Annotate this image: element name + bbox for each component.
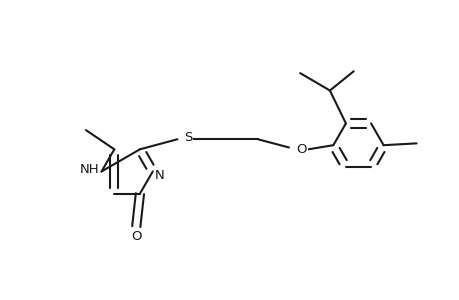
- Text: S: S: [184, 131, 192, 144]
- Text: N: N: [155, 169, 164, 182]
- Text: O: O: [296, 143, 306, 156]
- Text: NH: NH: [79, 163, 99, 176]
- Text: O: O: [131, 230, 141, 243]
